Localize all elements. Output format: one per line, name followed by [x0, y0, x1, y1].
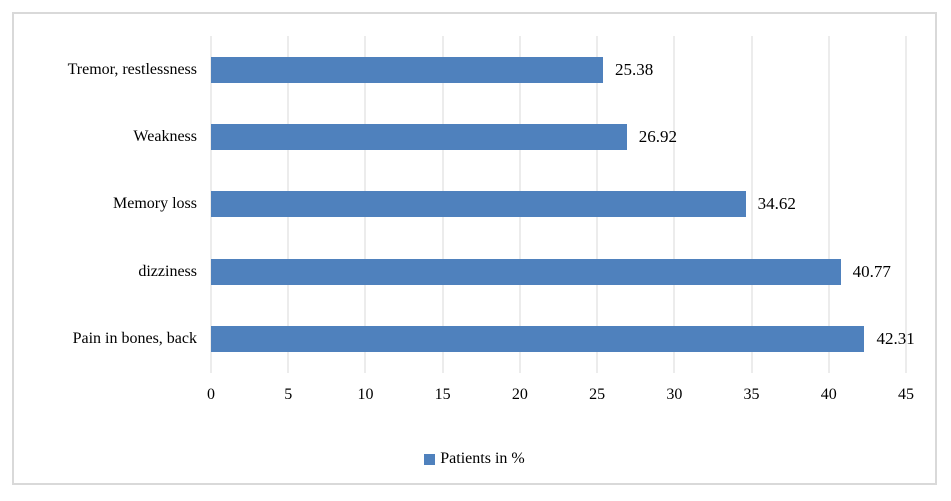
legend: Patients in % — [14, 450, 935, 468]
category-label: Pain in bones, back — [72, 330, 197, 348]
bar-memory-loss — [211, 191, 746, 218]
value-label: 25.38 — [614, 59, 654, 79]
x-tick-label-20: 20 — [511, 386, 528, 403]
x-tick-label-25: 25 — [589, 386, 606, 403]
value-axis: 0 5 10 15 20 25 30 35 40 45 — [14, 386, 935, 408]
bar-tremor-restlessness — [211, 56, 603, 83]
bar-row: 25.38 — [211, 36, 906, 103]
x-tick-label-5: 5 — [284, 386, 293, 403]
bar-dizziness — [211, 258, 841, 285]
category-label: Weakness — [133, 128, 197, 146]
x-tick-label-35: 35 — [743, 386, 760, 403]
bar-row: 42.31 — [211, 306, 915, 373]
legend-swatch-icon — [424, 453, 436, 465]
bar-row: 40.77 — [211, 238, 906, 305]
category-label: dizziness — [138, 262, 197, 280]
x-tick-label-45: 45 — [898, 386, 914, 403]
bar-weakness — [211, 124, 627, 151]
bar-pain-in-bones-back — [211, 326, 865, 353]
bar-row: 34.62 — [211, 171, 906, 238]
x-tick-label-30: 30 — [666, 386, 683, 403]
plot-area: 25.38 26.92 34.62 40.77 42.31 — [210, 36, 915, 373]
gridline-x-40 — [828, 36, 830, 373]
value-label: 26.92 — [638, 127, 677, 147]
category-label: Memory loss — [113, 195, 197, 213]
x-tick-label-10: 10 — [357, 386, 374, 403]
chart-frame: 25.38 26.92 34.62 40.77 42.31 Tremor, restle… — [12, 12, 937, 485]
x-tick-label-40: 40 — [820, 386, 837, 403]
value-label: 34.62 — [757, 194, 796, 214]
value-label: 42.31 — [876, 329, 915, 349]
value-label: 40.77 — [852, 261, 891, 281]
bar-row: 26.92 — [211, 103, 906, 170]
x-tick-label-15: 15 — [434, 386, 451, 403]
x-tick-label-0: 0 — [207, 386, 215, 403]
gridline-x-45 — [905, 36, 907, 373]
legend-label: Patients in % — [440, 450, 525, 467]
category-label: Tremor, restlessness — [67, 60, 197, 78]
gridline-x-35 — [751, 36, 753, 373]
